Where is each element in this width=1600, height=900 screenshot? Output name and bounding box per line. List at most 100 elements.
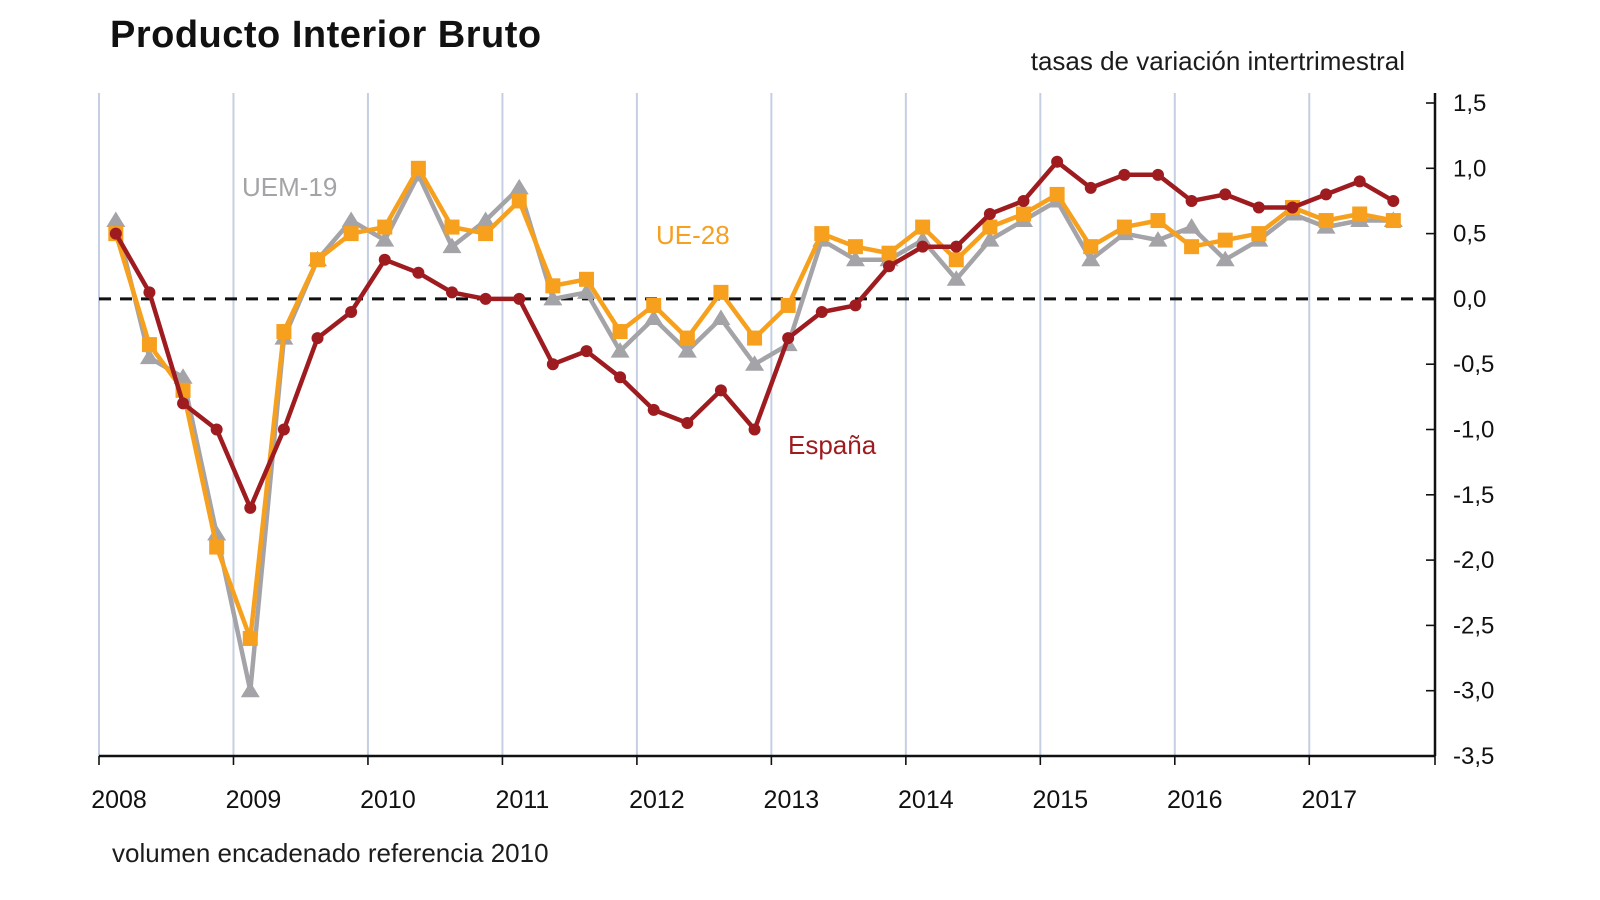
- x-tick-label: 2011: [496, 786, 550, 814]
- ue28-point: [578, 271, 594, 287]
- y-tick-label: -3,5: [1453, 743, 1494, 770]
- ue28-point: [310, 252, 326, 268]
- espana-point: [143, 286, 156, 299]
- espana-point: [1286, 201, 1299, 214]
- ue28-point: [209, 539, 225, 555]
- espana-point: [647, 403, 660, 416]
- espana-point: [983, 208, 996, 221]
- ue28-point: [478, 226, 494, 242]
- y-tick-label: -3,0: [1453, 678, 1494, 705]
- series-ue-28: [108, 160, 1401, 646]
- espana-point: [580, 345, 593, 358]
- x-tick-label: 2008: [91, 786, 147, 814]
- x-axis-ticks: 2008 2009 2010 2011 2012 2013 2014 2015 2016 2017: [91, 756, 1436, 814]
- ue28-point: [276, 324, 292, 340]
- espana-point: [412, 266, 425, 279]
- ue28-point: [444, 219, 460, 235]
- espana-point: [244, 501, 257, 514]
- series-label-espana: España: [788, 430, 877, 460]
- uem19-point: [1081, 250, 1101, 267]
- ue28-point: [646, 297, 662, 313]
- espana-point: [748, 423, 761, 436]
- uem19-point: [1148, 231, 1168, 247]
- chart-title: Producto Interior Bruto: [110, 14, 542, 56]
- y-tick-label: -1,5: [1453, 482, 1494, 509]
- uem19-point: [207, 524, 227, 541]
- x-tick-label: 2015: [1033, 786, 1089, 814]
- espana-point: [815, 305, 828, 318]
- uem19-point: [946, 270, 966, 286]
- chart-footnote: volumen encadenado referencia 2010: [112, 838, 549, 868]
- uem19-point: [711, 309, 731, 325]
- ue28-point: [545, 278, 561, 294]
- ue28-point: [410, 160, 426, 176]
- uem19-point: [139, 348, 159, 365]
- espana-point: [445, 286, 458, 299]
- ue28-point: [1083, 239, 1099, 255]
- ue28-point: [343, 226, 359, 242]
- espana-point: [1353, 175, 1366, 188]
- ue28-point: [780, 297, 796, 313]
- uem19-point: [509, 178, 529, 195]
- uem19-point: [980, 231, 1000, 247]
- series-uem-19: [106, 165, 1403, 698]
- espana-point: [479, 292, 492, 305]
- x-tick-label: 2012: [629, 786, 685, 814]
- ue28-point: [713, 284, 729, 300]
- y-tick-label: 1,5: [1453, 90, 1486, 117]
- espana-point: [1017, 194, 1030, 207]
- ue28-point: [679, 330, 695, 346]
- espana-point: [513, 292, 526, 305]
- espana-point: [1051, 155, 1064, 168]
- series-label-uem19: UEM-19: [242, 172, 338, 202]
- ue28-point: [1016, 206, 1032, 222]
- espana-point: [210, 423, 223, 436]
- y-tick-label: 0,5: [1453, 221, 1486, 248]
- uem19-point: [1215, 250, 1235, 267]
- uem19-point: [610, 342, 630, 358]
- espana-point: [883, 260, 896, 273]
- espana-point: [546, 358, 559, 371]
- espana-point: [950, 240, 963, 253]
- espana-point: [1118, 168, 1131, 181]
- espana-point: [345, 305, 358, 318]
- uem19-point: [173, 368, 193, 384]
- espana-point: [849, 299, 862, 312]
- uem19-point: [476, 211, 496, 228]
- espana-point: [311, 332, 324, 345]
- ue28-point: [1049, 186, 1065, 202]
- y-tick-label: -0,5: [1453, 351, 1494, 378]
- uem19-point: [913, 231, 933, 247]
- axes: [99, 93, 1437, 758]
- uem19-point: [644, 309, 664, 325]
- x-tick-label: 2010: [360, 786, 416, 814]
- ue28-point: [612, 324, 628, 340]
- espana-point: [1084, 181, 1097, 194]
- uem19-point: [375, 231, 395, 247]
- espana-point: [378, 253, 391, 266]
- espana-point: [1252, 201, 1265, 214]
- ue28-point: [1150, 213, 1166, 229]
- espana-point: [177, 397, 190, 410]
- series-label-ue28: UE-28: [656, 220, 730, 250]
- ue28-point: [982, 219, 998, 235]
- y-tick-label: -1,0: [1453, 417, 1494, 444]
- y-tick-label: 0,0: [1453, 286, 1486, 313]
- uem19-point: [576, 283, 596, 299]
- ue28-point: [1318, 213, 1334, 229]
- espana-point: [681, 416, 694, 429]
- x-tick-label: 2013: [764, 786, 820, 814]
- x-tick-label: 2014: [898, 786, 954, 814]
- espana-point: [1151, 168, 1164, 181]
- ue28-point: [141, 337, 157, 353]
- x-tick-label: 2009: [226, 786, 282, 814]
- uem19-point: [240, 681, 260, 698]
- espana-point: [1219, 188, 1232, 201]
- espana-point: [916, 240, 929, 253]
- uem19-point: [341, 211, 361, 228]
- espana-point: [614, 371, 627, 384]
- ue28-point: [847, 239, 863, 255]
- ue28-point: [814, 226, 830, 242]
